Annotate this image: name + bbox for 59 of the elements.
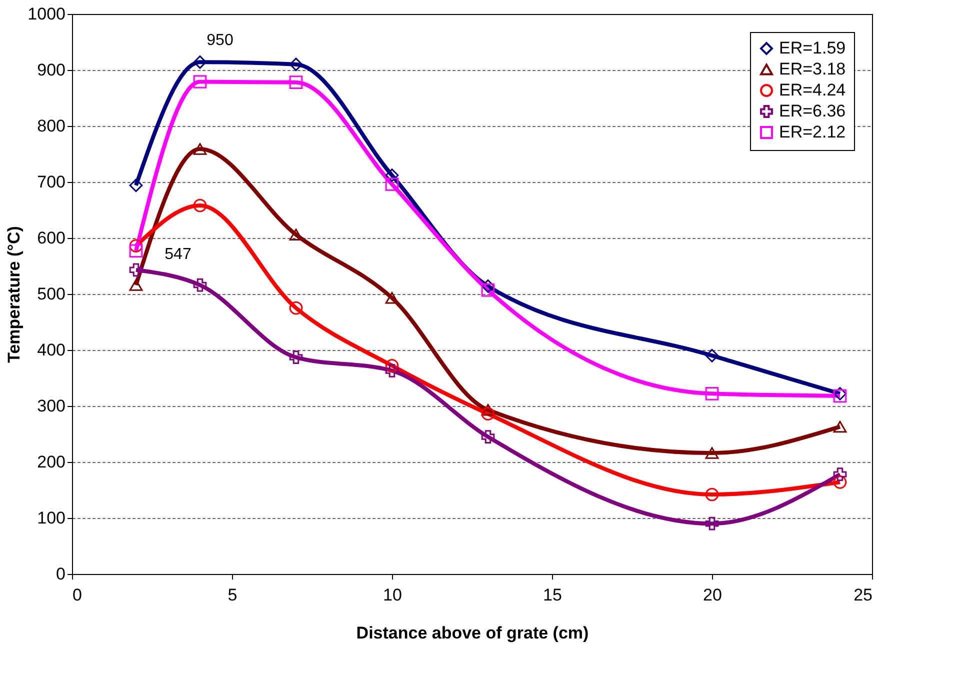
y-tick-label: 400 bbox=[37, 340, 66, 360]
point bbox=[481, 283, 495, 297]
legend-label: ER=3.18 bbox=[779, 60, 846, 78]
point bbox=[481, 407, 495, 420]
y-tick-label: 900 bbox=[37, 60, 66, 80]
point bbox=[833, 387, 847, 400]
y-tick-label: 100 bbox=[37, 508, 66, 528]
point bbox=[289, 58, 303, 72]
point bbox=[705, 447, 719, 459]
x-tick-label: 0 bbox=[72, 586, 82, 604]
point bbox=[481, 279, 495, 293]
annotation: 950 bbox=[206, 32, 234, 50]
point bbox=[833, 420, 847, 433]
legend-label: ER=2.12 bbox=[779, 122, 846, 142]
point bbox=[385, 168, 399, 182]
x-tick-label: 15 bbox=[543, 586, 562, 604]
point bbox=[193, 143, 207, 155]
y-tick-label: 0 bbox=[56, 564, 66, 584]
legend-label: ER=6.36 bbox=[779, 102, 846, 120]
point bbox=[705, 516, 719, 530]
point bbox=[833, 468, 847, 481]
point bbox=[833, 476, 847, 489]
point bbox=[289, 301, 303, 315]
point bbox=[129, 279, 143, 291]
y-tick-label: 200 bbox=[37, 452, 66, 472]
y-axis-title: Temperature (°C) bbox=[4, 226, 24, 363]
legend-label: ER=4.24 bbox=[779, 80, 846, 100]
point bbox=[385, 178, 399, 191]
x-tick-label: 5 bbox=[228, 586, 238, 604]
y-tick-label: 800 bbox=[37, 116, 66, 136]
y-tick-label: 600 bbox=[37, 228, 66, 248]
point bbox=[833, 389, 847, 403]
point bbox=[385, 364, 399, 378]
y-tick-label: 700 bbox=[37, 172, 66, 192]
point bbox=[193, 278, 207, 292]
point bbox=[193, 198, 207, 212]
x-axis-title: Distance above of grate (cm) bbox=[356, 624, 589, 642]
x-tick-label: 25 bbox=[854, 586, 872, 604]
y-tick-label: 300 bbox=[37, 396, 66, 416]
point bbox=[289, 350, 303, 364]
point bbox=[481, 404, 495, 416]
point bbox=[289, 76, 303, 89]
point bbox=[129, 244, 143, 258]
point bbox=[705, 348, 719, 362]
x-tick-label: 20 bbox=[703, 586, 722, 604]
point bbox=[193, 55, 207, 69]
point bbox=[385, 359, 399, 372]
x-tick-label: 10 bbox=[383, 586, 402, 604]
annotation: 547 bbox=[164, 246, 192, 263]
point bbox=[705, 488, 719, 502]
legend-label: ER=1.59 bbox=[779, 38, 846, 58]
y-tick-label: 1000 bbox=[28, 4, 66, 24]
point bbox=[705, 387, 719, 400]
point bbox=[129, 263, 143, 277]
point bbox=[129, 178, 143, 192]
point bbox=[385, 292, 399, 304]
point bbox=[193, 75, 207, 88]
y-tick-label: 500 bbox=[37, 284, 66, 304]
point bbox=[481, 430, 495, 444]
